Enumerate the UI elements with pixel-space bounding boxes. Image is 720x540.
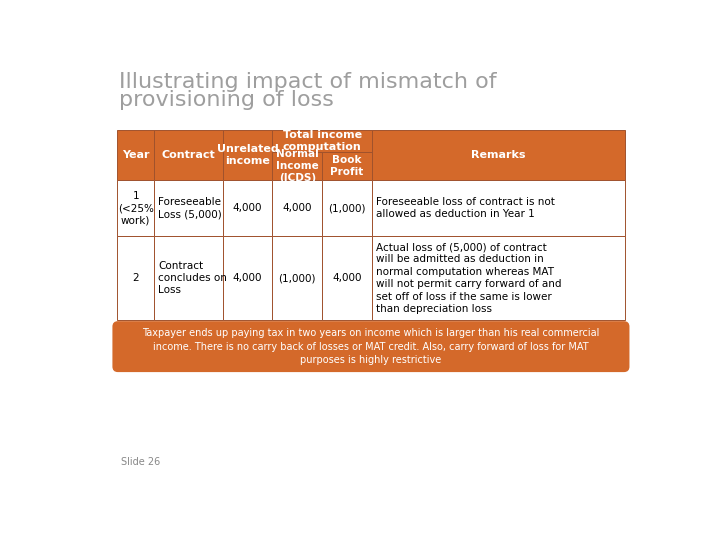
Bar: [222, 236, 272, 320]
Bar: [323, 180, 372, 236]
Text: 4,000: 4,000: [233, 273, 262, 283]
Bar: [154, 236, 222, 320]
Text: (1,000): (1,000): [279, 273, 316, 283]
Text: 4,000: 4,000: [233, 203, 262, 213]
Text: Unrelated
income: Unrelated income: [217, 144, 279, 166]
Bar: [372, 180, 625, 236]
Bar: [272, 236, 323, 320]
Bar: [154, 180, 222, 236]
Text: Total income
computation: Total income computation: [283, 130, 361, 152]
Bar: [222, 130, 272, 180]
Bar: [272, 152, 323, 180]
Text: Remarks: Remarks: [471, 150, 526, 160]
Bar: [372, 236, 625, 320]
Bar: [222, 180, 272, 236]
Bar: [117, 180, 154, 236]
Bar: [323, 236, 372, 320]
Text: 1
(<25%
work): 1 (<25% work): [117, 191, 153, 225]
Bar: [272, 180, 323, 236]
Bar: [323, 152, 372, 180]
Text: Normal
Income
(ICDS): Normal Income (ICDS): [276, 148, 319, 184]
Bar: [272, 130, 372, 152]
Text: (1,000): (1,000): [328, 203, 366, 213]
Text: Contract: Contract: [161, 150, 215, 160]
Text: Foreseeable loss of contract is not
allowed as deduction in Year 1: Foreseeable loss of contract is not allo…: [376, 197, 554, 219]
Bar: [154, 130, 222, 180]
Text: 4,000: 4,000: [333, 273, 362, 283]
Text: Taxpayer ends up paying tax in two years on income which is larger than his real: Taxpayer ends up paying tax in two years…: [143, 328, 600, 365]
FancyBboxPatch shape: [113, 322, 629, 372]
Text: provisioning of loss: provisioning of loss: [120, 90, 334, 110]
Bar: [117, 130, 154, 180]
Text: Contract
concludes on
Loss: Contract concludes on Loss: [158, 261, 227, 295]
Text: 4,000: 4,000: [282, 203, 312, 213]
Text: Foreseeable
Loss (5,000): Foreseeable Loss (5,000): [158, 197, 222, 219]
Bar: [117, 236, 154, 320]
Text: 2: 2: [132, 273, 139, 283]
Text: Illustrating impact of mismatch of: Illustrating impact of mismatch of: [120, 72, 497, 92]
Text: Book
Profit: Book Profit: [330, 155, 364, 177]
Text: Slide 26: Slide 26: [121, 457, 161, 467]
Text: Actual loss of (5,000) of contract
will be admitted as deduction in
normal compu: Actual loss of (5,000) of contract will …: [376, 242, 562, 314]
Bar: [372, 130, 625, 180]
Text: Year: Year: [122, 150, 150, 160]
